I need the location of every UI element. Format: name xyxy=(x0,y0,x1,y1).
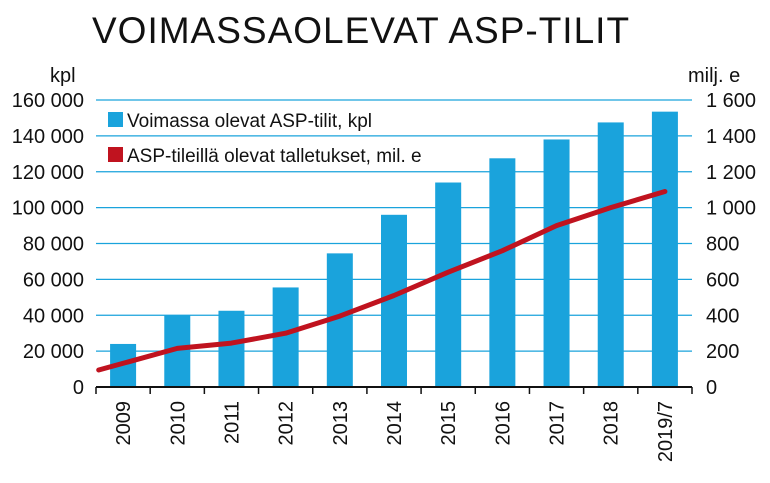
x-tick-label: 2015 xyxy=(438,401,460,446)
x-tick-label: 2009 xyxy=(113,401,135,446)
left-tick-label: 20 000 xyxy=(23,341,84,363)
x-tick-label: 2011 xyxy=(221,401,243,444)
x-axis xyxy=(95,386,693,394)
bar xyxy=(218,310,245,387)
bar xyxy=(597,122,624,387)
left-tick-label: 60 000 xyxy=(23,269,84,291)
legend-label: ASP-tileillä olevat talletukset, mil. e xyxy=(127,146,422,167)
right-tick-label: 1 200 xyxy=(706,162,756,184)
x-tick-label: 2016 xyxy=(492,401,514,446)
right-tick-label: 800 xyxy=(706,234,739,256)
left-tick-label: 160 000 xyxy=(12,90,84,112)
left-tick-label: 40 000 xyxy=(23,305,84,327)
x-tick-labels: 2009 2010 2011 2012 2013 2014 2015 2016 2017 2018… xyxy=(113,401,677,462)
chart-title: VOIMASSAOLEVAT ASP-TILIT xyxy=(92,10,631,51)
legend: Voimassa olevat ASP-tilit, kpl ASP-tileil… xyxy=(108,111,422,167)
x-tick-label: 2017 xyxy=(547,401,569,446)
x-tick-label: 2018 xyxy=(601,401,623,446)
left-tick-label: 100 000 xyxy=(12,198,84,220)
line-series xyxy=(96,189,668,373)
legend-label: Voimassa olevat ASP-tilit, kpl xyxy=(127,111,372,132)
bar xyxy=(435,182,462,387)
bar xyxy=(651,111,678,388)
left-tick-label: 80 000 xyxy=(23,234,84,256)
left-axis-label: kpl xyxy=(50,65,76,87)
left-tick-label: 140 000 xyxy=(12,126,84,148)
series-line xyxy=(96,189,668,373)
left-tick-label: 0 xyxy=(73,377,84,399)
right-tick-label: 0 xyxy=(706,377,717,399)
right-tick-label: 1 400 xyxy=(706,126,756,148)
left-tick-labels: 0 20 000 40 000 60 000 80 000 100 000 120 000 1… xyxy=(12,90,84,399)
right-tick-label: 600 xyxy=(706,269,739,291)
legend-swatch xyxy=(108,112,123,127)
right-tick-label: 1 000 xyxy=(706,198,756,220)
bar xyxy=(489,158,516,387)
right-axis-label: milj. e xyxy=(688,65,740,87)
right-tick-label: 400 xyxy=(706,305,739,327)
legend-swatch xyxy=(108,147,123,162)
x-tick-label: 2019/7 xyxy=(655,401,677,462)
right-tick-label: 200 xyxy=(706,341,739,363)
x-tick-label: 2012 xyxy=(276,401,298,446)
right-tick-label: 1 600 xyxy=(706,90,756,112)
bar xyxy=(543,139,570,387)
x-tick-label: 2013 xyxy=(330,401,352,446)
x-tick-label: 2014 xyxy=(384,401,406,446)
x-tick-label: 2010 xyxy=(167,401,189,446)
right-tick-labels: 0 200 400 600 800 1 000 1 200 1 400 1 600 xyxy=(706,90,756,399)
left-tick-label: 120 000 xyxy=(12,162,84,184)
